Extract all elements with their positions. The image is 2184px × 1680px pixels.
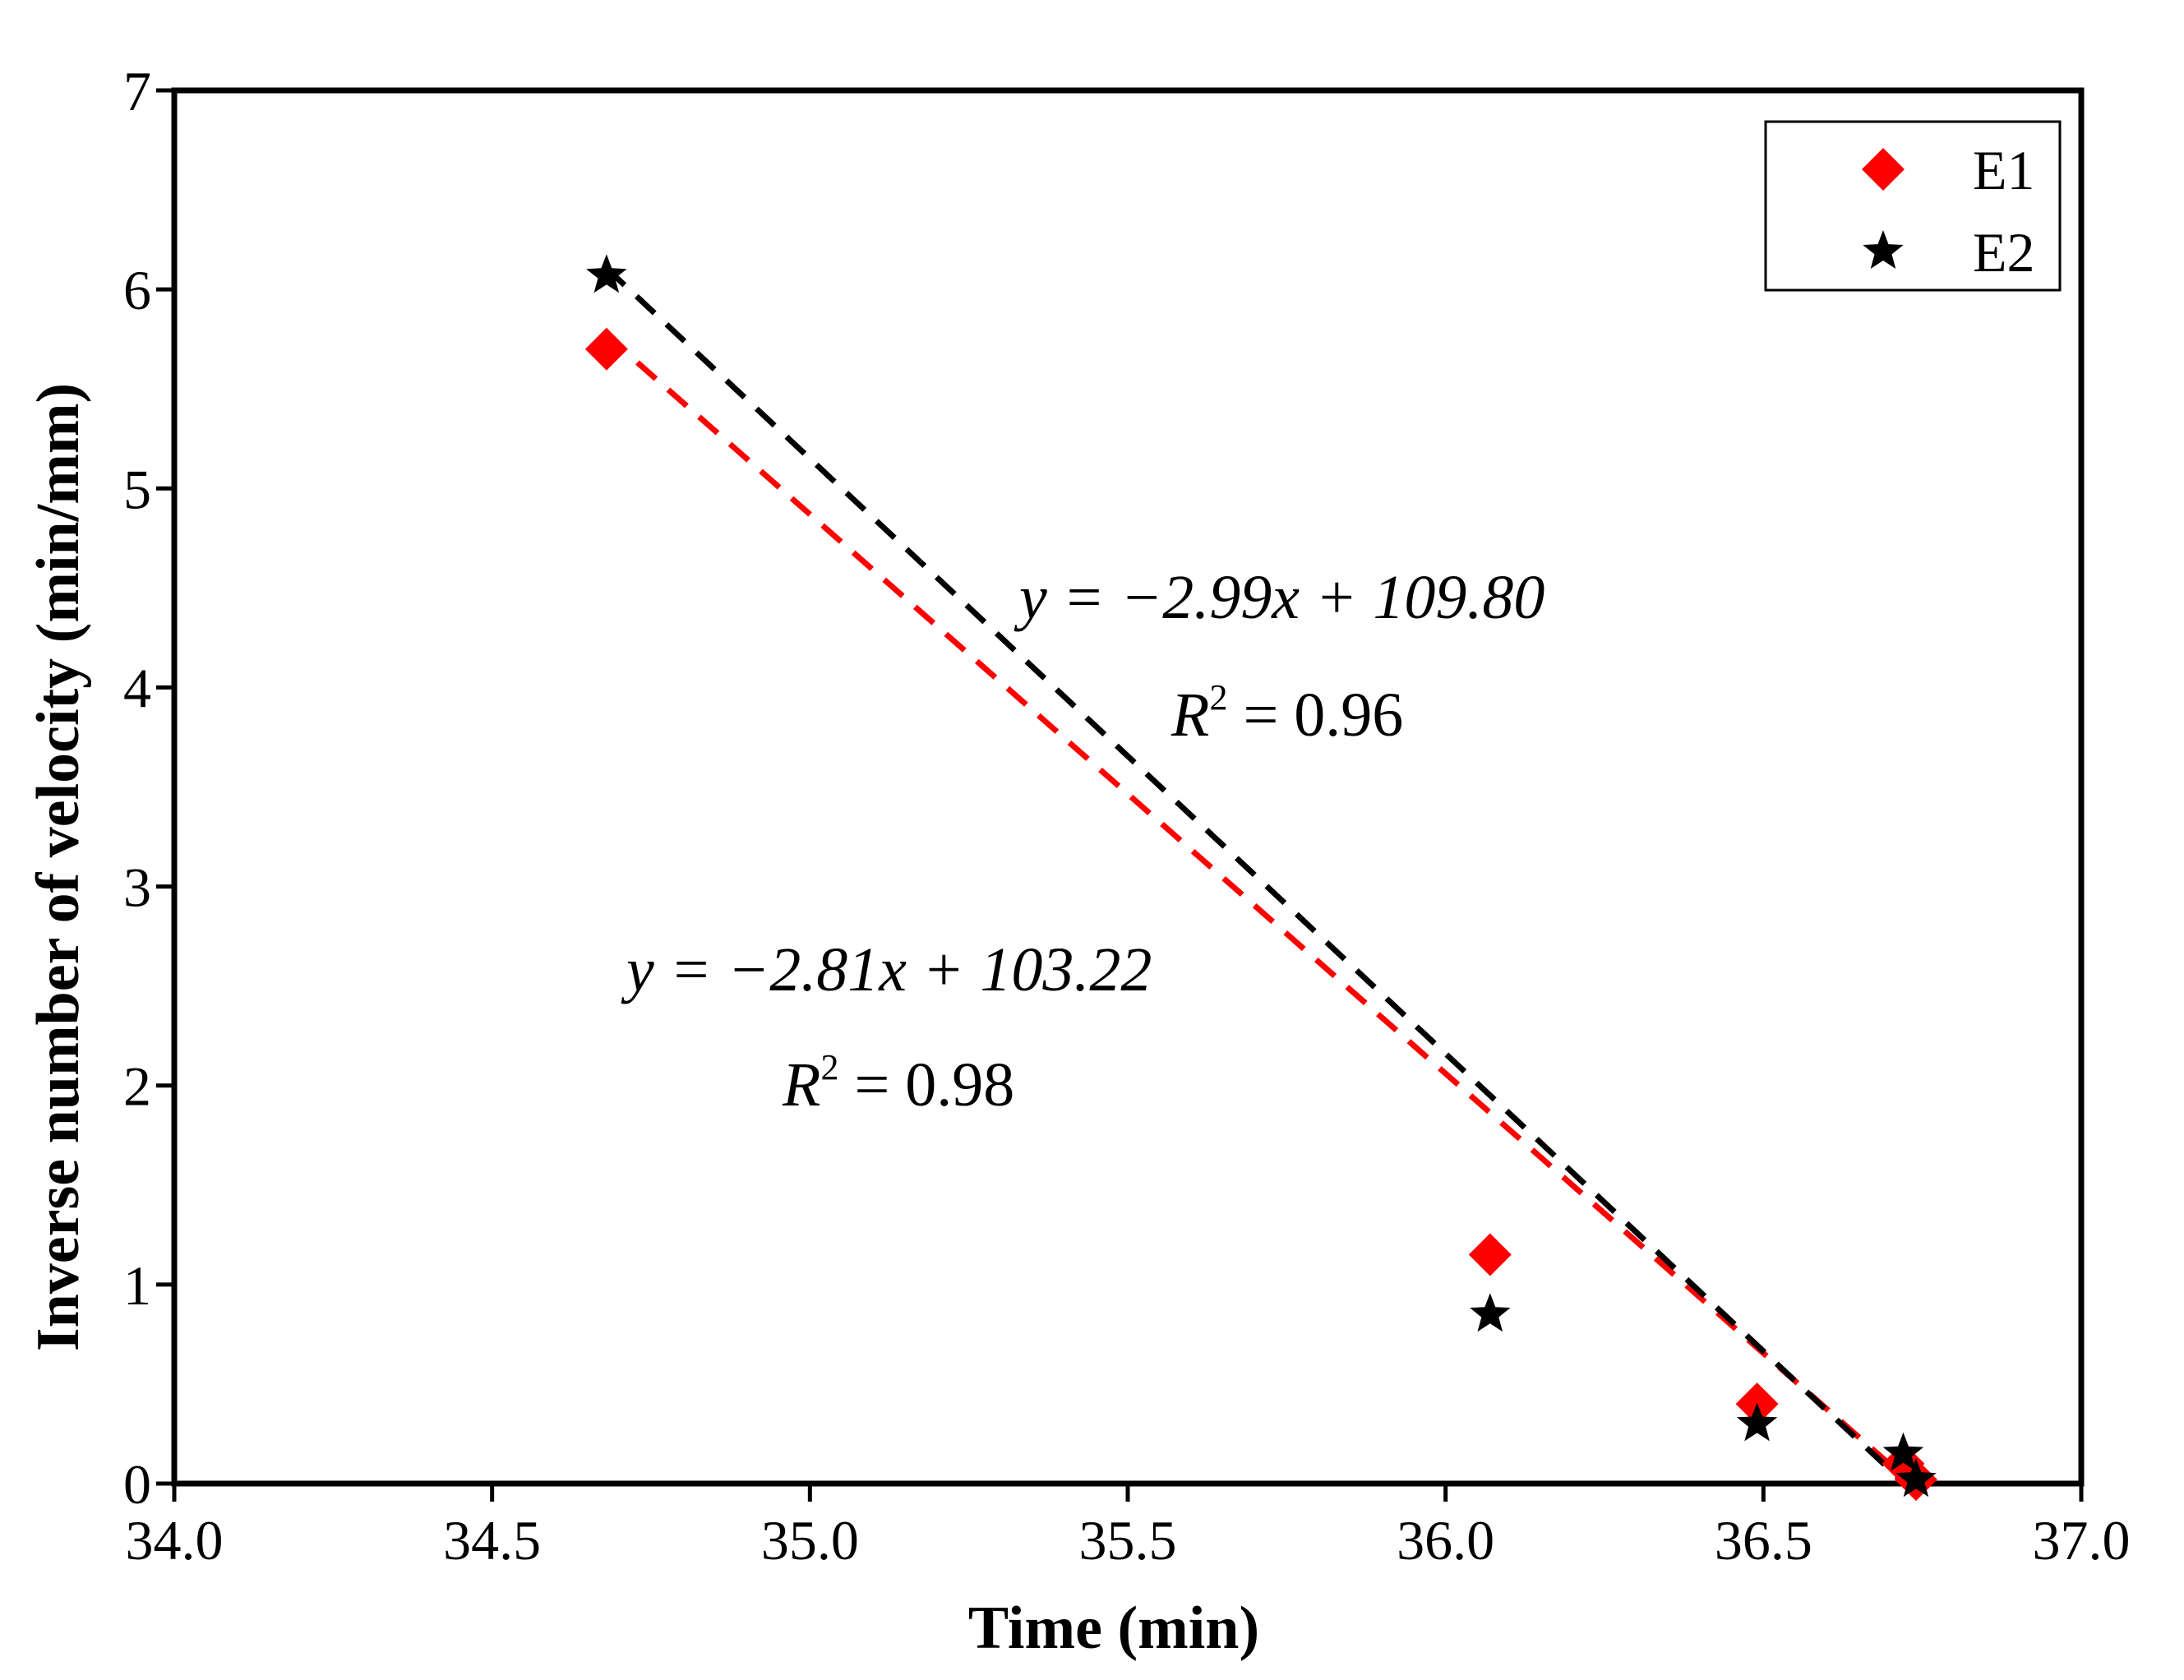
x-tick-label: 35.5 <box>1079 1509 1177 1572</box>
fit-line-e2 <box>604 265 1905 1484</box>
y-tick-label: 5 <box>123 458 151 520</box>
y-tick-label: 6 <box>123 259 151 321</box>
plot-frame <box>171 87 2085 1487</box>
data-point-e2 <box>1882 1432 1924 1471</box>
data-point-e1 <box>1468 1233 1512 1276</box>
x-tick-label: 36.0 <box>1397 1509 1494 1572</box>
y-tick-label: 1 <box>123 1254 151 1317</box>
fit-annotation-e2: y = −2.99x + 109.80 R2 = 0.96 <box>1014 563 1544 750</box>
fit-equation-e2: y = −2.99x + 109.80 <box>1014 563 1544 632</box>
fit-annotation-e1: y = −2.81x + 103.22 R2 = 0.98 <box>621 935 1152 1119</box>
data-point-e1 <box>584 327 628 371</box>
legend-box <box>1764 120 2062 292</box>
x-tick-label: 34.5 <box>443 1509 541 1572</box>
data-point-e2 <box>1470 1293 1511 1332</box>
y-tick-label: 4 <box>123 657 151 719</box>
x-tick-label: 36.5 <box>1715 1509 1812 1572</box>
legend-label-e2: E2 <box>1973 221 2035 284</box>
x-axis-title: Time (min) <box>968 1595 1259 1662</box>
y-tick-label: 3 <box>123 856 151 919</box>
y-tick-label: 2 <box>123 1055 151 1118</box>
y-axis-ticks: 0 1 2 3 4 5 6 7 <box>123 60 174 1516</box>
fit-r2-e1: R2 = 0.98 <box>782 1047 1014 1119</box>
x-tick-label: 34.0 <box>126 1509 224 1572</box>
legend-label-e1: E1 <box>1973 139 2035 201</box>
x-axis-ticks: 34.0 34.5 35.0 35.5 36.0 36.5 37.0 <box>126 1484 2131 1572</box>
x-tick-label: 35.0 <box>761 1509 859 1572</box>
legend-marker-e1 <box>1862 148 1905 191</box>
y-tick-label: 7 <box>123 60 151 122</box>
fit-r2-e2: R2 = 0.96 <box>1170 677 1403 750</box>
y-axis-title: Inverse number of velocity (min/mm) <box>25 383 92 1351</box>
legend: E1 E2 <box>1764 120 2062 292</box>
data-point-e2 <box>1736 1402 1778 1442</box>
data-point-e2 <box>586 254 627 293</box>
x-tick-label: 37.0 <box>2033 1509 2131 1572</box>
legend-marker-e2 <box>1863 230 1904 269</box>
data-markers <box>584 254 1937 1502</box>
fit-line-e1 <box>604 333 1919 1490</box>
fit-equation-e1: y = −2.81x + 103.22 <box>621 935 1152 1004</box>
y-tick-label: 0 <box>123 1453 151 1516</box>
fit-lines <box>604 265 1919 1490</box>
data-point-e2 <box>1895 1458 1937 1498</box>
